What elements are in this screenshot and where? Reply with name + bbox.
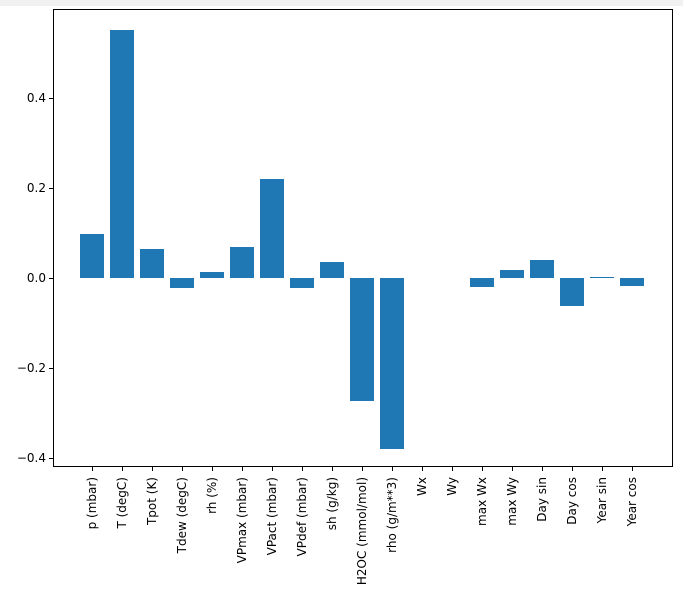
x-tick-mark: [422, 467, 423, 471]
x-tick-mark: [632, 467, 633, 471]
bar-year-cos: [620, 278, 644, 286]
bar-day-sin: [530, 260, 554, 279]
bar-vpmax-mbar: [230, 246, 254, 278]
x-tick-label: max Wx: [475, 477, 489, 530]
y-tick-label: −0.4: [16, 451, 46, 465]
bar-rho-g-m-3: [380, 278, 404, 449]
x-tick-mark: [542, 467, 543, 471]
bar-year-sin: [590, 276, 614, 278]
x-tick-label-text: T (degC): [115, 477, 129, 529]
x-tick-mark: [92, 467, 93, 471]
x-tick-mark: [572, 467, 573, 471]
bar-t-degc: [110, 29, 134, 278]
x-tick-label-text: Day sin: [535, 477, 549, 522]
bar-max-wy: [500, 269, 524, 278]
y-tick-mark: [49, 188, 53, 189]
x-tick-label: VPdef (mbar): [295, 477, 309, 560]
x-tick-mark: [332, 467, 333, 471]
bar-sh-g-kg: [320, 262, 344, 279]
bar-p-mbar: [80, 233, 104, 278]
x-tick-label-text: VPdef (mbar): [295, 477, 309, 557]
x-tick-label: p (mbar): [85, 477, 99, 533]
x-tick-label-text: rho (g/m**3): [385, 477, 399, 553]
x-tick-label-text: Wy: [445, 477, 459, 496]
x-tick-label: Tdew (degC): [175, 477, 189, 557]
bar-vpact-mbar: [260, 179, 284, 278]
x-tick-label-text: Tpot (K): [145, 477, 159, 526]
y-tick-mark: [49, 278, 53, 279]
x-tick-label-text: max Wx: [475, 477, 489, 526]
bar-vpdef-mbar: [290, 278, 314, 288]
x-tick-mark: [122, 467, 123, 471]
x-tick-label: T (degC): [115, 477, 129, 533]
x-tick-label-text: Wx: [415, 477, 429, 496]
x-tick-mark: [482, 467, 483, 471]
x-tick-label: Tpot (K): [145, 477, 159, 529]
y-tick-mark: [49, 98, 53, 99]
x-tick-label: rh (%): [205, 477, 219, 518]
x-tick-mark: [182, 467, 183, 471]
x-tick-mark: [452, 467, 453, 471]
x-tick-label: max Wy: [505, 477, 519, 530]
x-tick-mark: [512, 467, 513, 471]
x-tick-mark: [392, 467, 393, 471]
x-tick-mark: [362, 467, 363, 471]
bar-rh: [200, 272, 224, 279]
x-tick-mark: [152, 467, 153, 471]
window-top-strip: [0, 0, 683, 6]
x-tick-label: Year sin: [595, 477, 609, 527]
x-tick-label: Wy: [445, 477, 459, 500]
x-tick-label: H2OC (mmol/mol): [355, 477, 369, 589]
x-tick-mark: [272, 467, 273, 471]
y-tick-label: 0.2: [26, 181, 46, 195]
x-tick-label: sh (g/kg): [325, 477, 339, 534]
x-tick-label-text: max Wy: [505, 477, 519, 526]
plot-area: [53, 9, 673, 467]
x-tick-label: Day sin: [535, 477, 549, 526]
x-tick-label-text: Day cos: [565, 477, 579, 525]
bar-max-wx: [470, 278, 494, 287]
x-tick-mark: [602, 467, 603, 471]
x-tick-mark: [212, 467, 213, 471]
x-tick-label: Day cos: [565, 477, 579, 529]
bar-h2oc-mmol-mol: [350, 278, 374, 401]
y-tick-label: 0.4: [26, 91, 46, 105]
x-tick-label: Wx: [415, 477, 429, 500]
x-tick-label-text: sh (g/kg): [325, 477, 339, 531]
bar-tpot-k: [140, 248, 164, 278]
x-tick-mark: [302, 467, 303, 471]
x-tick-label-text: Year cos: [625, 477, 639, 527]
y-tick-mark: [49, 368, 53, 369]
x-tick-label-text: Year sin: [595, 477, 609, 524]
y-tick-mark: [49, 458, 53, 459]
x-tick-mark: [242, 467, 243, 471]
x-tick-label-text: rh (%): [205, 477, 219, 514]
x-tick-label: rho (g/m**3): [385, 477, 399, 557]
x-tick-label-text: H2OC (mmol/mol): [355, 477, 369, 586]
x-tick-label-text: Tdew (degC): [175, 477, 189, 554]
x-tick-label: VPmax (mbar): [235, 477, 249, 567]
bar-day-cos: [560, 278, 584, 306]
x-tick-label: VPact (mbar): [265, 477, 279, 559]
y-tick-label: 0.0: [26, 271, 46, 285]
x-tick-label-text: p (mbar): [85, 477, 99, 530]
x-tick-label-text: VPmax (mbar): [235, 477, 249, 564]
y-tick-label: −0.2: [16, 361, 46, 375]
bar-tdew-degc: [170, 278, 194, 288]
x-tick-label: Year cos: [625, 477, 639, 530]
x-tick-label-text: VPact (mbar): [265, 477, 279, 556]
